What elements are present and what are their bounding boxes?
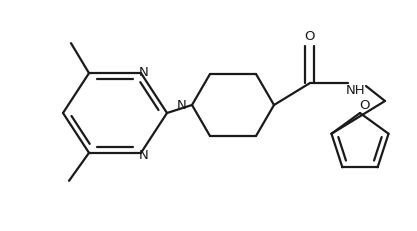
Text: NH: NH — [346, 83, 366, 96]
Text: N: N — [139, 149, 149, 162]
Text: O: O — [360, 99, 370, 112]
Text: N: N — [177, 99, 187, 112]
Text: O: O — [305, 30, 315, 43]
Text: N: N — [139, 65, 149, 78]
